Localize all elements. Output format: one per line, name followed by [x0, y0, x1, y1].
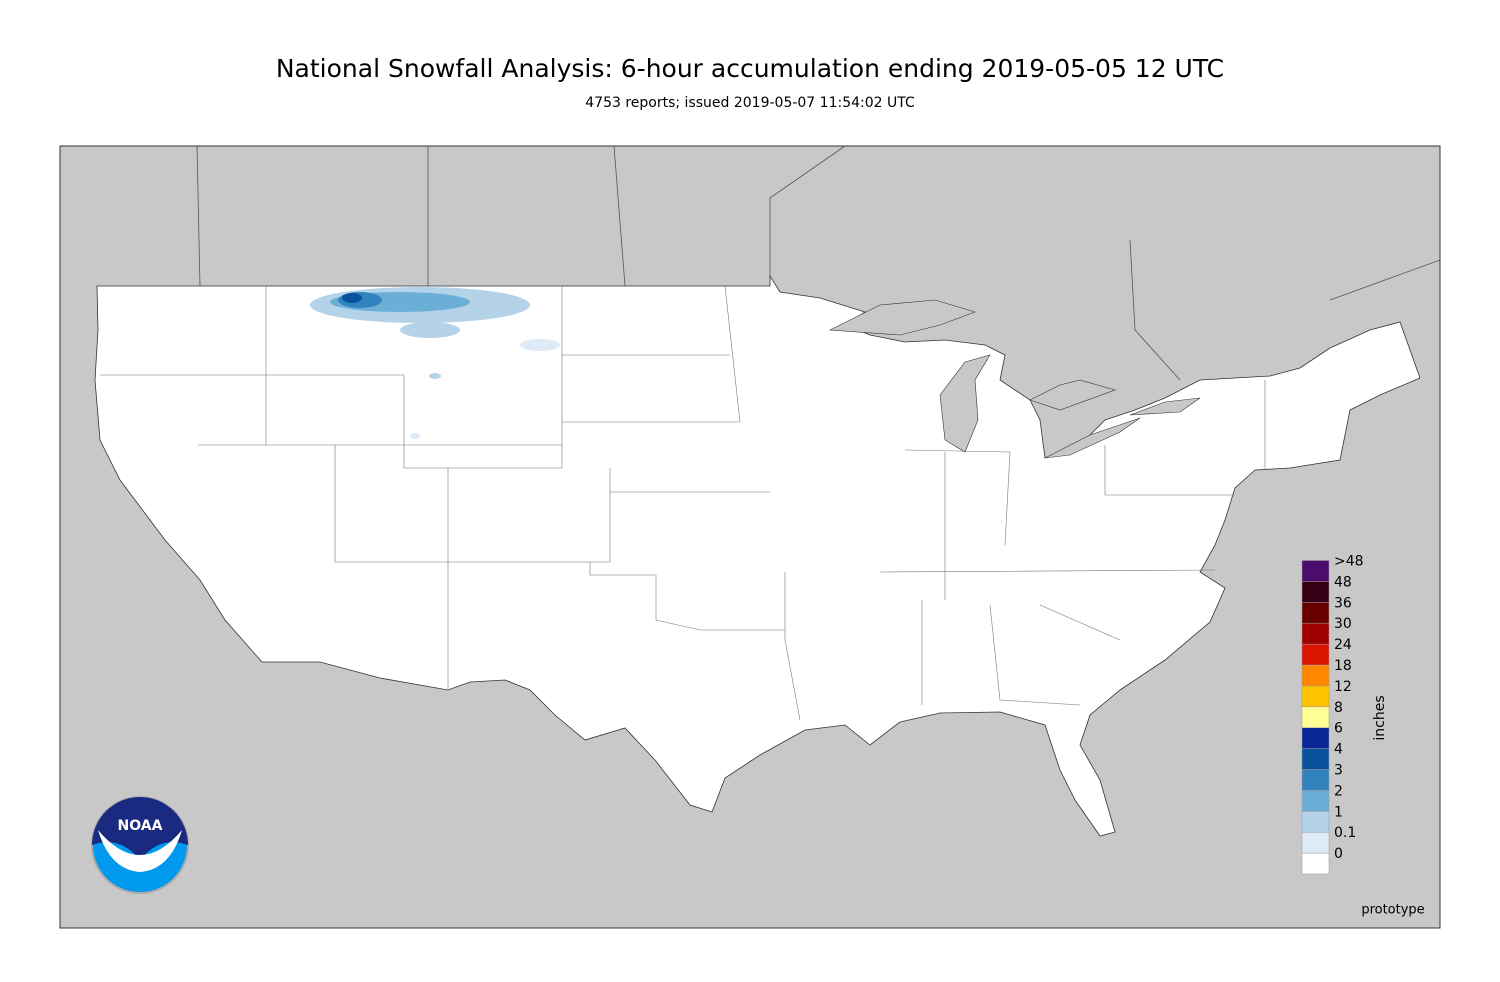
legend-label: 0 [1334, 846, 1343, 862]
legend-swatch [1301, 852, 1330, 875]
legend-swatch [1301, 790, 1330, 812]
legend-swatch [1301, 602, 1330, 624]
legend-label: 3 [1334, 763, 1343, 779]
legend-swatch [1301, 664, 1330, 687]
legend-label: 0.1 [1334, 825, 1356, 841]
state-lines [100, 285, 1266, 721]
legend-label: 8 [1334, 700, 1343, 716]
legend-swatch [1301, 622, 1330, 645]
snowfall-shading [310, 287, 560, 439]
legend-label: 12 [1334, 679, 1352, 695]
noaa-logo: NOAA [91, 796, 189, 894]
footer-note: prototype [1361, 903, 1424, 918]
legend-label: 36 [1334, 595, 1352, 611]
legend-label: >48 [1334, 554, 1364, 570]
legend-label: 48 [1334, 574, 1352, 590]
logo-text: NOAA [118, 818, 163, 834]
legend-label: 2 [1334, 783, 1343, 799]
map: NOAA [59, 145, 1441, 929]
legend-label: 30 [1334, 616, 1352, 632]
legend-swatch [1301, 811, 1330, 833]
subtitle: 4753 reports; issued 2019-05-07 11:54:02… [585, 95, 915, 111]
legend-swatch [1301, 685, 1330, 708]
legend-label: 18 [1334, 658, 1352, 674]
legend-swatch [1301, 560, 1330, 582]
legend-swatch [1301, 706, 1330, 728]
legend-swatch [1301, 727, 1330, 749]
title: National Snowfall Analysis: 6-hour accum… [276, 54, 1224, 83]
legend-label: 6 [1334, 721, 1343, 737]
legend-label: 1 [1334, 804, 1343, 820]
legend-swatch [1301, 748, 1330, 770]
legend-label: 4 [1334, 742, 1343, 758]
legend-swatch [1301, 643, 1330, 666]
legend-label: 24 [1334, 637, 1352, 653]
legend-title: inches [1372, 695, 1388, 740]
legend-swatch [1301, 581, 1330, 603]
great-lakes [828, 299, 1201, 459]
legend-swatch [1301, 831, 1330, 854]
foreign-borders [196, 145, 1441, 381]
legend-swatch [1301, 769, 1330, 791]
conus [94, 274, 1421, 837]
